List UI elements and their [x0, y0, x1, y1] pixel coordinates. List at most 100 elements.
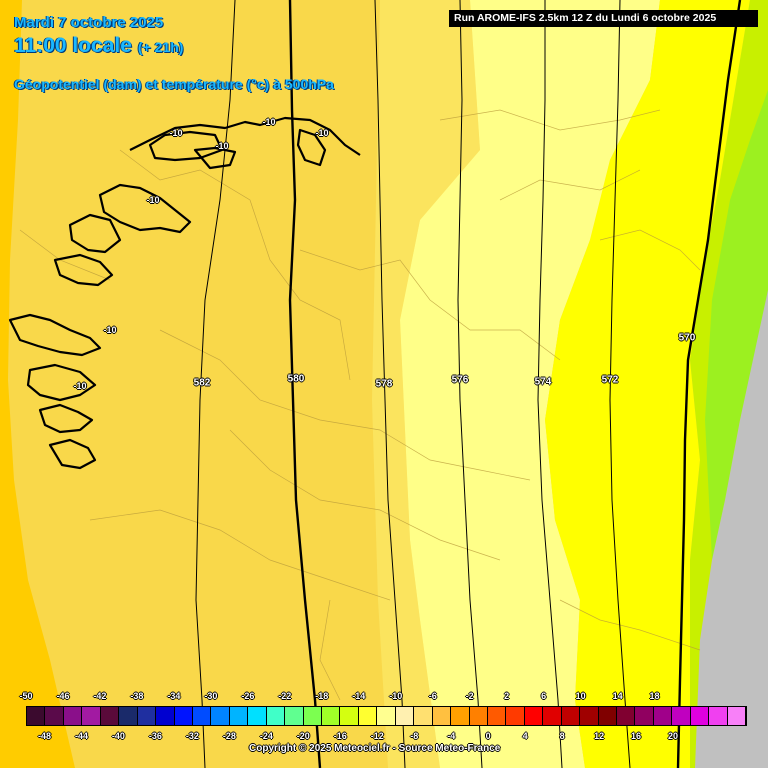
- band-lightgold: [372, 0, 480, 768]
- temperature-label: -10: [262, 117, 276, 127]
- temperature-label: -10: [315, 128, 329, 138]
- legend-tick-label: -4: [447, 731, 456, 741]
- legend-tick-label: -42: [93, 691, 107, 701]
- legend-tick-label: 6: [541, 691, 547, 701]
- legend-tick-label: 18: [649, 691, 660, 701]
- legend-tick-label: -16: [333, 731, 347, 741]
- legend-swatch: [174, 707, 193, 725]
- isoline-582: [195, 0, 236, 768]
- temperature-label: -10: [146, 195, 160, 205]
- legend-tick-label: -46: [56, 691, 70, 701]
- legend-swatch: [414, 707, 433, 725]
- legend-tick-label: -34: [167, 691, 181, 701]
- band-green: [705, 90, 768, 560]
- legend-swatch: [137, 707, 157, 725]
- legend-tick-label: -8: [410, 731, 419, 741]
- legend-swatch: [82, 707, 101, 725]
- forecast-time: 11:00 locale (+ 21h): [14, 34, 183, 58]
- field-description: Géopotentiel (dam) et température (°c) à…: [14, 76, 334, 92]
- legend-tick-label: -12: [370, 731, 384, 741]
- legend-tick-label: -26: [241, 691, 255, 701]
- legend-tick-label: -36: [148, 731, 162, 741]
- legend-tick-label: -22: [278, 691, 292, 701]
- legend-tick-label: 16: [631, 731, 642, 741]
- geopotential-isolines: [195, 0, 742, 768]
- legend-tick-label: 8: [559, 731, 565, 741]
- isoline-574: [537, 0, 563, 768]
- legend-swatch: [377, 707, 396, 725]
- outside-domain-gray: [695, 290, 768, 768]
- isoline-label-572: 572: [601, 374, 619, 386]
- country-borders: [19, 109, 701, 701]
- legend-swatch: [451, 707, 470, 725]
- temperature-label: -10: [73, 381, 87, 391]
- isoline-label-582: 582: [193, 377, 211, 389]
- legend-swatch: [653, 707, 673, 725]
- forecast-date: Mardi 7 octobre 2025: [14, 14, 164, 31]
- legend-swatch: [672, 707, 691, 725]
- legend-tick-label: -32: [185, 731, 199, 741]
- legend-tick-label: 4: [522, 731, 528, 741]
- band-paleyellow: [400, 0, 660, 768]
- legend-tick-label: -44: [74, 731, 88, 741]
- legend-tick-label: 0: [485, 731, 491, 741]
- isoline-label-580: 580: [287, 373, 305, 385]
- legend-swatch: [580, 707, 599, 725]
- legend-swatch: [229, 707, 249, 725]
- legend-swatch: [543, 707, 562, 725]
- isoline-572: [609, 0, 631, 768]
- legend-swatch: [506, 707, 525, 725]
- legend-tick-label: -38: [130, 691, 144, 701]
- legend-swatch: [248, 707, 267, 725]
- isoline-576: [457, 0, 483, 768]
- legend-swatch: [45, 707, 64, 725]
- legend-tick-label: 14: [612, 691, 623, 701]
- legend-tick-label: -20: [296, 731, 310, 741]
- legend-tick-label: -6: [428, 691, 437, 701]
- band-orange-west: [0, 0, 75, 768]
- legend-tick-label: -10: [389, 691, 403, 701]
- legend-swatch: [211, 707, 230, 725]
- isoline-label-574: 574: [534, 376, 552, 388]
- temperature-label: -10: [215, 141, 229, 151]
- temperature-legend-bar: [26, 706, 747, 726]
- legend-swatch: [709, 707, 728, 725]
- legend-tick-label: -28: [222, 731, 236, 741]
- legend-tick-label: -2: [465, 691, 474, 701]
- legend-tick-label: -48: [37, 731, 51, 741]
- legend-swatch: [727, 707, 747, 725]
- legend-swatch: [156, 707, 175, 725]
- legend-swatch: [285, 707, 304, 725]
- legend-tick-label: 2: [504, 691, 510, 701]
- legend-tick-label: -24: [259, 731, 273, 741]
- legend-tick-label: -14: [352, 691, 366, 701]
- temperature-label: -10: [169, 128, 183, 138]
- legend-swatch: [617, 707, 636, 725]
- local-time: 11:00 locale: [14, 34, 132, 57]
- coast-contours: [8, 116, 361, 470]
- legend-swatch: [266, 707, 286, 725]
- legend-swatch: [27, 707, 46, 725]
- legend-tick-label: -50: [19, 691, 33, 701]
- legend-swatch: [487, 707, 507, 725]
- legend-swatch: [340, 707, 359, 725]
- legend-swatch: [395, 707, 415, 725]
- legend-swatch: [432, 707, 452, 725]
- temperature-label: -10: [103, 325, 117, 335]
- legend-swatch: [635, 707, 654, 725]
- isoline-570: [676, 0, 742, 768]
- isoline-label-570: 570: [678, 332, 696, 344]
- legend-swatch: [690, 707, 710, 725]
- legend-tick-label: 10: [575, 691, 586, 701]
- legend-tick-label: -18: [315, 691, 329, 701]
- legend-swatch: [598, 707, 617, 725]
- run-info-box: Run AROME-IFS 2.5km 12 Z du Lundi 6 octo…: [449, 10, 758, 27]
- legend-swatch: [469, 707, 488, 725]
- legend-tick-label: -40: [111, 731, 125, 741]
- legend-swatch: [63, 707, 83, 725]
- legend-swatch: [303, 707, 322, 725]
- legend-tick-label: 20: [668, 731, 679, 741]
- lead-time: (+ 21h): [137, 39, 184, 55]
